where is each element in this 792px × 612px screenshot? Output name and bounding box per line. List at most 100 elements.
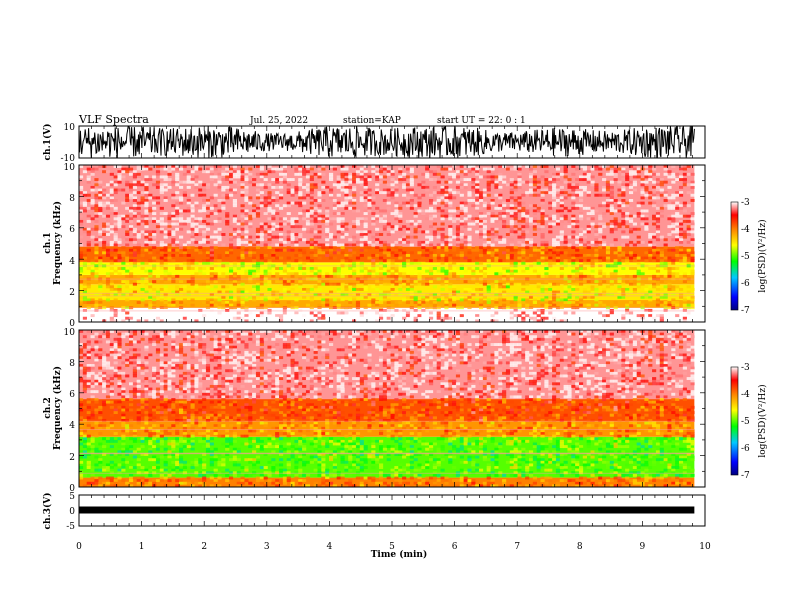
spectrogram-cell	[398, 204, 403, 208]
spectrogram-cell	[444, 301, 449, 304]
spectrogram-cell	[532, 209, 537, 213]
spectrogram-cell	[159, 400, 164, 404]
spectrogram-cell	[144, 201, 149, 205]
spectrogram-cell	[209, 295, 214, 299]
spectrogram-cell	[332, 238, 337, 242]
spectrogram-cell	[271, 253, 276, 257]
spectrogram-cell	[455, 175, 461, 179]
spectrogram-cell	[417, 290, 422, 294]
spectrogram-cell	[359, 311, 364, 315]
spectrogram-cell	[221, 316, 226, 320]
spectrogram-cell	[171, 196, 176, 200]
spectrogram-cell	[590, 285, 595, 289]
spectrogram-cell	[94, 167, 99, 171]
spectrogram-cell	[686, 227, 691, 231]
spectrogram-cell	[159, 332, 164, 336]
spectrogram-cell	[509, 219, 514, 223]
spectrogram-cell	[448, 253, 453, 257]
spectrogram-cell	[159, 222, 164, 226]
spectrogram-cell	[267, 238, 272, 242]
spectrogram-cell	[428, 267, 434, 270]
spectrogram-cell	[113, 345, 118, 349]
spectrogram-cell	[440, 261, 445, 265]
spectrogram-cell	[667, 282, 672, 286]
spectrogram-cell	[394, 282, 399, 286]
spectrogram-cell	[452, 261, 457, 265]
spectrogram-cell	[475, 196, 480, 200]
spectrogram-cell	[575, 235, 580, 239]
spectrogram-cell	[586, 230, 591, 234]
spectrogram-cell	[571, 183, 576, 187]
spectrogram-cell	[490, 282, 495, 286]
spectrogram-cell	[475, 217, 480, 221]
spectrogram-cell	[678, 170, 684, 174]
spectrogram-cell	[117, 366, 122, 370]
spectrogram-cell	[217, 175, 222, 179]
spectrogram-cell	[282, 165, 287, 168]
spectrogram-cell	[340, 293, 345, 297]
spectrogram-cell	[632, 235, 637, 239]
spectrogram-cell	[90, 398, 95, 401]
spectrogram-cell	[117, 290, 122, 294]
spectrogram-cell	[305, 316, 311, 320]
spectrogram-cell	[175, 206, 180, 210]
spectrogram-cell	[486, 301, 491, 304]
spectrogram-cell	[267, 217, 272, 221]
spectrogram-cell	[386, 172, 391, 176]
spectrogram-cell	[121, 374, 126, 378]
spectrogram-cell	[598, 259, 603, 263]
spectrogram-cell	[478, 193, 484, 197]
spectrogram-cell	[332, 167, 337, 171]
spectrogram-cell	[267, 259, 272, 263]
spectrogram-cell	[340, 219, 345, 223]
spectrogram-cell	[159, 411, 164, 415]
spectrogram-cell	[486, 185, 491, 189]
spectrogram-cell	[278, 267, 284, 270]
spectrogram-cell	[475, 230, 480, 234]
spectrogram-cell	[663, 165, 668, 168]
spectrogram-cell	[294, 172, 299, 176]
spectrogram-cell	[421, 303, 426, 307]
spectrogram-cell	[248, 243, 253, 247]
spectrogram-cell	[428, 214, 434, 218]
spectrogram-cell	[302, 256, 307, 260]
spectrogram-cell	[109, 204, 114, 208]
spectrogram-cell	[686, 311, 691, 315]
spectrogram-cell	[452, 172, 457, 176]
spectrogram-cell	[367, 193, 372, 197]
spectrogram-cell	[486, 233, 491, 236]
spectrogram-cell	[109, 348, 114, 352]
spectrogram-cell	[625, 246, 630, 250]
spectrogram-cell	[105, 335, 111, 339]
spectrogram-cell	[613, 269, 618, 273]
spectrogram-cell	[517, 167, 522, 171]
spectrogram-cell	[271, 178, 276, 181]
spectrogram-cell	[578, 193, 584, 197]
spectrogram-cell	[190, 235, 195, 239]
spectrogram-cell	[398, 293, 403, 297]
spectrogram-cell	[405, 219, 411, 223]
spectrogram-cell	[255, 233, 261, 236]
spectrogram-cell	[486, 180, 491, 184]
spectrogram-cell	[113, 371, 118, 375]
spectrogram-cell	[159, 432, 164, 435]
spectrogram-cell	[132, 253, 137, 257]
spectrogram-cell	[121, 466, 126, 469]
spectrogram-cell	[102, 371, 107, 375]
spectrogram-cell	[382, 295, 387, 299]
spectrogram-cell	[159, 353, 164, 357]
spectrogram-cell	[532, 175, 537, 179]
spectrogram-cell	[490, 319, 495, 323]
spectrogram-cell	[136, 476, 141, 480]
spectrogram-cell	[359, 217, 364, 221]
spectrogram-cell	[602, 272, 607, 276]
spectrogram-cell	[428, 170, 434, 174]
spectrogram-cell	[648, 308, 653, 312]
spectrogram-cell	[413, 316, 418, 320]
spectrogram-cell	[113, 343, 118, 346]
spectrogram-cell	[440, 316, 445, 320]
spectrogram-cell	[205, 185, 211, 189]
spectrogram-cell	[490, 212, 495, 216]
spectrogram-cell	[440, 243, 445, 247]
spectrogram-cell	[625, 251, 630, 255]
